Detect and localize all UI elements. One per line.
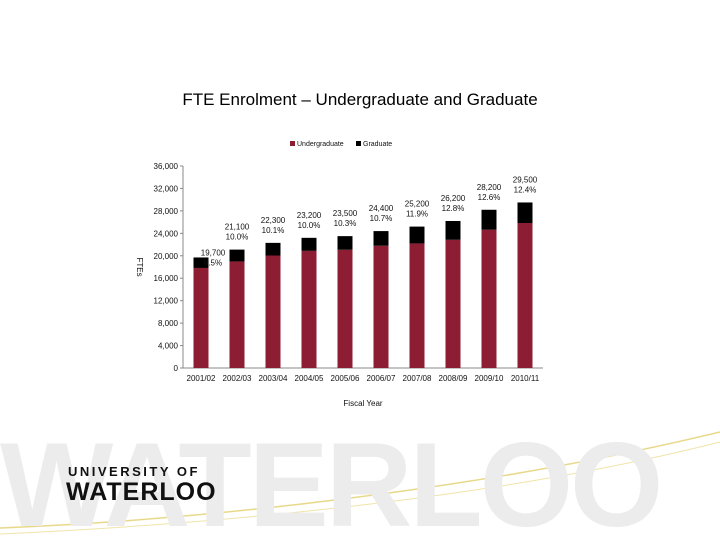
bar-undergraduate: [193, 267, 209, 368]
logo-waterloo: WATERLOO: [66, 478, 217, 506]
bar-undergraduate: [229, 261, 245, 368]
total-label: 26,200: [441, 194, 466, 203]
legend-swatch-graduate: [356, 141, 361, 146]
y-tick-label: 0: [174, 364, 179, 373]
x-tick-label: 2002/03: [223, 374, 252, 383]
y-tick-label: 12,000: [154, 297, 179, 306]
bar-undergraduate: [481, 229, 497, 368]
legend-label-graduate: Graduate: [363, 141, 392, 148]
bar-graduate: [409, 226, 425, 244]
percent-label: 9.5%: [204, 258, 222, 267]
percent-label: 11.9%: [406, 210, 428, 219]
percent-label: 10.0%: [226, 233, 249, 242]
percent-label: 10.3%: [334, 219, 357, 228]
y-tick-label: 20,000: [154, 252, 179, 261]
bar-graduate: [481, 209, 497, 230]
bar-graduate: [265, 242, 281, 256]
x-tick-label: 2008/09: [439, 374, 468, 383]
watermark-text: WATERLOO: [0, 420, 663, 540]
total-label: 21,100: [225, 223, 250, 232]
x-tick-label: 2010/11: [511, 374, 540, 383]
bar-graduate: [337, 236, 353, 250]
bar-graduate: [193, 257, 209, 268]
bar-graduate: [229, 249, 245, 262]
y-tick-label: 4,000: [158, 342, 179, 351]
x-tick-label: 2004/05: [295, 374, 324, 383]
x-tick-label: 2009/10: [475, 374, 504, 383]
percent-label: 10.1%: [262, 226, 285, 235]
bar-undergraduate: [517, 223, 533, 368]
percent-label: 12.4%: [514, 185, 537, 194]
total-label: 23,200: [297, 211, 322, 220]
y-tick-label: 28,000: [154, 207, 179, 216]
total-label: 28,200: [477, 183, 502, 192]
enrolment-chart: 0 4,000 8,000 12,000 16,000 20,000 24,000 28,00…: [135, 141, 543, 408]
x-axis-label: Fiscal Year: [343, 399, 382, 408]
y-tick-label: 8,000: [158, 319, 179, 328]
bar-undergraduate: [301, 250, 317, 368]
percent-label: 10.7%: [370, 214, 393, 223]
percent-label: 12.8%: [442, 204, 465, 213]
legend-swatch-undergraduate: [290, 141, 295, 146]
x-tick-label: 2003/04: [259, 374, 288, 383]
logo-university-of: UNIVERSITY OF: [68, 464, 200, 479]
x-tick-label: 2006/07: [367, 374, 396, 383]
bar-undergraduate: [445, 239, 461, 368]
x-tick-label: 2005/06: [331, 374, 360, 383]
bar-undergraduate: [373, 245, 389, 368]
bar-graduate: [301, 237, 317, 251]
bar-graduate: [445, 220, 461, 240]
x-tick-label: 2007/08: [403, 374, 432, 383]
footer-band: WATERLOO: [0, 420, 720, 540]
total-label: 19,700: [201, 248, 226, 257]
percent-label: 10.0%: [298, 221, 321, 230]
y-axis-label: FTEs: [135, 257, 144, 276]
y-tick-label: 36,000: [154, 162, 179, 171]
bar-graduate: [373, 231, 389, 246]
bar-graduate: [517, 202, 533, 224]
bar-undergraduate: [337, 249, 353, 368]
total-label: 29,500: [513, 175, 538, 184]
y-tick-label: 16,000: [154, 274, 179, 283]
bar-undergraduate: [265, 255, 281, 368]
total-label: 24,400: [369, 204, 394, 213]
total-label: 25,200: [405, 200, 430, 209]
footer-swoosh: [0, 431, 720, 535]
y-tick-label: 32,000: [154, 184, 179, 193]
x-tick-label: 2001/02: [187, 374, 216, 383]
slide-title: FTE Enrolment – Undergraduate and Gradua…: [182, 90, 538, 109]
legend-label-undergraduate: Undergraduate: [297, 141, 344, 148]
percent-label: 12.6%: [478, 193, 501, 202]
bar-undergraduate: [409, 243, 425, 368]
y-tick-label: 24,000: [154, 229, 179, 238]
total-label: 23,500: [333, 209, 358, 218]
total-label: 22,300: [261, 216, 286, 225]
